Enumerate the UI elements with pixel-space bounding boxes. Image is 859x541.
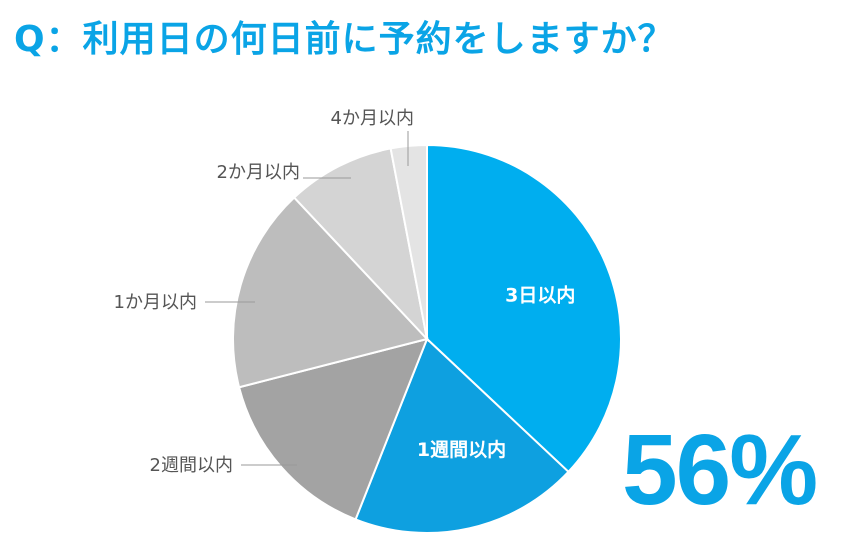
pie-slice-2-weeks (237, 337, 429, 521)
pie-slice-1-month (232, 196, 429, 389)
slice-label-4-months: 4か月以内 (331, 108, 414, 129)
pie-slice-3-days (426, 143, 622, 474)
highlight-value: 56% (622, 414, 818, 526)
pie-slice-2-months (292, 147, 429, 343)
slice-label-1-week: 1週間以内 (417, 438, 506, 461)
slice-label-3-days: 3日以内 (505, 283, 575, 306)
slice-label-2-months: 2か月以内 (217, 162, 300, 183)
slice-label-2-weeks: 2週間以内 (150, 455, 233, 476)
slice-label-1-month: 1か月以内 (114, 292, 197, 313)
chart-title: Q：利用日の何日前に予約をしますか？ (14, 19, 675, 60)
pie-slice-4-months (389, 143, 428, 340)
